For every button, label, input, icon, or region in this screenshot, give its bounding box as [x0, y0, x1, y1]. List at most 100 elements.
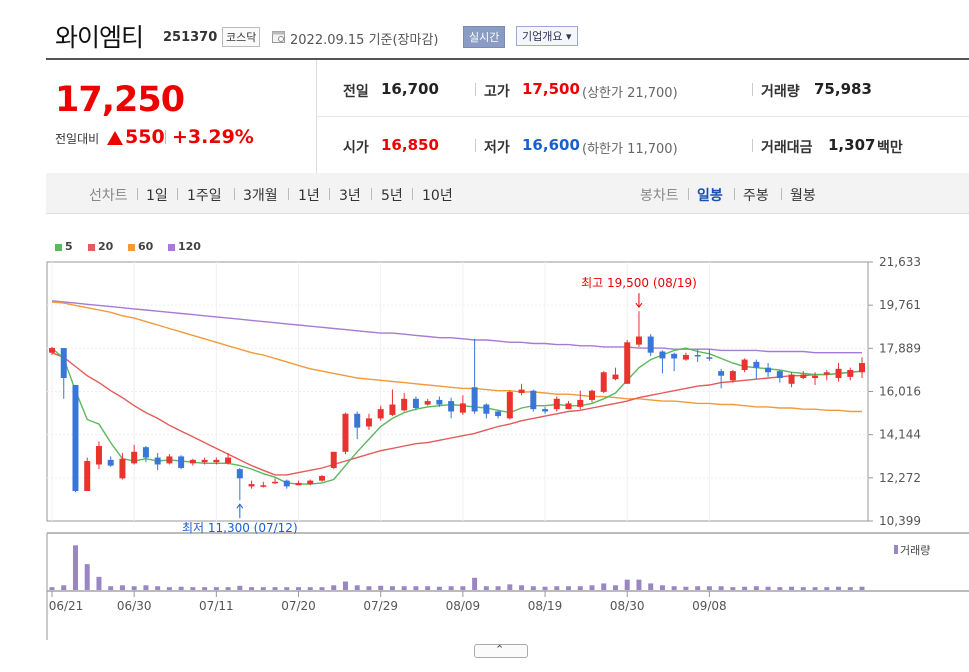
period-selector	[46, 173, 969, 214]
candle-body	[401, 398, 408, 411]
x-tick-label: 06/21	[49, 599, 84, 613]
period-5y[interactable]: 5년	[381, 188, 403, 204]
volume-bar	[307, 587, 313, 590]
company-name: 와이엠티	[55, 23, 144, 52]
max-arrow-head	[635, 302, 643, 309]
candle-body	[412, 398, 419, 409]
volume-bar	[671, 586, 677, 590]
y-tick-label: 12,272	[879, 471, 921, 485]
candle-weekly[interactable]: 주봉	[743, 188, 769, 204]
period-1d[interactable]: 1일	[146, 188, 168, 204]
volume-bar	[225, 587, 231, 590]
candle-body	[483, 404, 490, 414]
ma20-line	[51, 352, 863, 476]
candle-body	[272, 481, 279, 484]
volume-bar	[319, 587, 325, 590]
candle-daily[interactable]: 일봉	[697, 188, 723, 204]
candle-monthly[interactable]: 월봉	[790, 188, 816, 204]
volume-bar	[659, 585, 665, 590]
period-1y[interactable]: 1년	[298, 188, 320, 204]
volume-bar	[847, 587, 853, 590]
volume-bar	[554, 586, 560, 590]
ma5-line	[51, 347, 863, 485]
candle-body	[448, 401, 455, 412]
y-tick-label: 16,016	[879, 385, 921, 399]
divider	[412, 188, 413, 200]
candle-body	[342, 413, 349, 452]
collapse-button[interactable]: ⌃	[474, 643, 528, 658]
volume-bar	[108, 586, 114, 590]
candle-body	[518, 389, 525, 394]
volume-legend-label: 거래량	[900, 544, 930, 557]
legend-ma120: 120	[178, 240, 201, 253]
max-annotation: 최고 19,500 (08/19)	[581, 276, 697, 290]
divider	[288, 188, 289, 200]
candle-body	[706, 357, 713, 359]
company-overview-dropdown[interactable]: 기업개요 ▾	[516, 26, 578, 46]
volume-bar	[354, 585, 360, 590]
x-tick-label: 07/11	[199, 599, 234, 613]
volume-bar	[119, 585, 125, 590]
period-1w[interactable]: 1주일	[187, 188, 222, 204]
candle-body	[624, 342, 631, 384]
volume-bar	[519, 585, 525, 590]
open-label: 시가	[343, 140, 369, 156]
volume-bar	[84, 564, 90, 590]
divider	[752, 83, 753, 96]
lower-limit: (하한가 11,700)	[582, 142, 678, 157]
candle-body	[565, 403, 572, 410]
candle-body	[377, 409, 384, 419]
legend-ma20: 20	[98, 240, 114, 253]
x-tick-label: 07/20	[281, 599, 316, 613]
candle-body	[49, 348, 55, 353]
x-tick-label: 08/30	[610, 599, 645, 613]
volume-value: 75,983	[814, 80, 872, 98]
y-tick-label: 14,144	[879, 428, 921, 442]
current-price: 17,250	[55, 80, 185, 120]
candle-body	[178, 456, 185, 468]
candle-body	[154, 457, 161, 465]
candle-body	[72, 384, 79, 492]
volume-bar	[836, 586, 842, 590]
volume-bar	[542, 586, 548, 590]
candle-body	[119, 458, 126, 479]
candle-body	[800, 374, 807, 379]
volume-bar	[272, 587, 278, 590]
period-3y[interactable]: 3년	[339, 188, 361, 204]
candle-body	[812, 375, 819, 379]
low-value: 16,600	[522, 136, 580, 154]
candle-body	[835, 368, 842, 379]
candle-body	[225, 457, 232, 464]
period-3m[interactable]: 3개월	[243, 188, 278, 204]
candle-body	[283, 480, 290, 487]
candle-body	[647, 336, 654, 353]
candle-body	[260, 485, 267, 487]
chevron-up-icon: ⌃	[495, 643, 505, 656]
volume-bar	[448, 586, 454, 590]
candle-body	[612, 374, 619, 380]
divider	[475, 139, 476, 152]
volume-legend-swatch	[894, 545, 898, 554]
realtime-button[interactable]: 실시간	[463, 26, 506, 48]
candle-body	[589, 390, 595, 400]
candle-body	[741, 359, 748, 370]
candle-body	[495, 411, 502, 417]
volume-bar	[706, 586, 712, 590]
volume-bar	[566, 586, 572, 590]
volume-bar	[155, 586, 161, 590]
volume-bar	[859, 586, 865, 590]
volume-bar	[61, 585, 67, 590]
prev-close-value: 16,700	[381, 80, 439, 98]
candle-body	[166, 456, 173, 464]
divider	[371, 188, 372, 200]
y-tick-label: 21,633	[879, 255, 921, 269]
candle-body	[530, 390, 537, 410]
y-tick-label: 10,399	[879, 514, 921, 528]
candle-body	[577, 399, 584, 407]
candle-body	[729, 371, 736, 381]
calendar-icon	[272, 31, 285, 43]
period-10y[interactable]: 10년	[422, 188, 453, 204]
candle-body	[365, 418, 372, 427]
candle-body	[694, 354, 701, 357]
ma60-line	[51, 301, 862, 413]
